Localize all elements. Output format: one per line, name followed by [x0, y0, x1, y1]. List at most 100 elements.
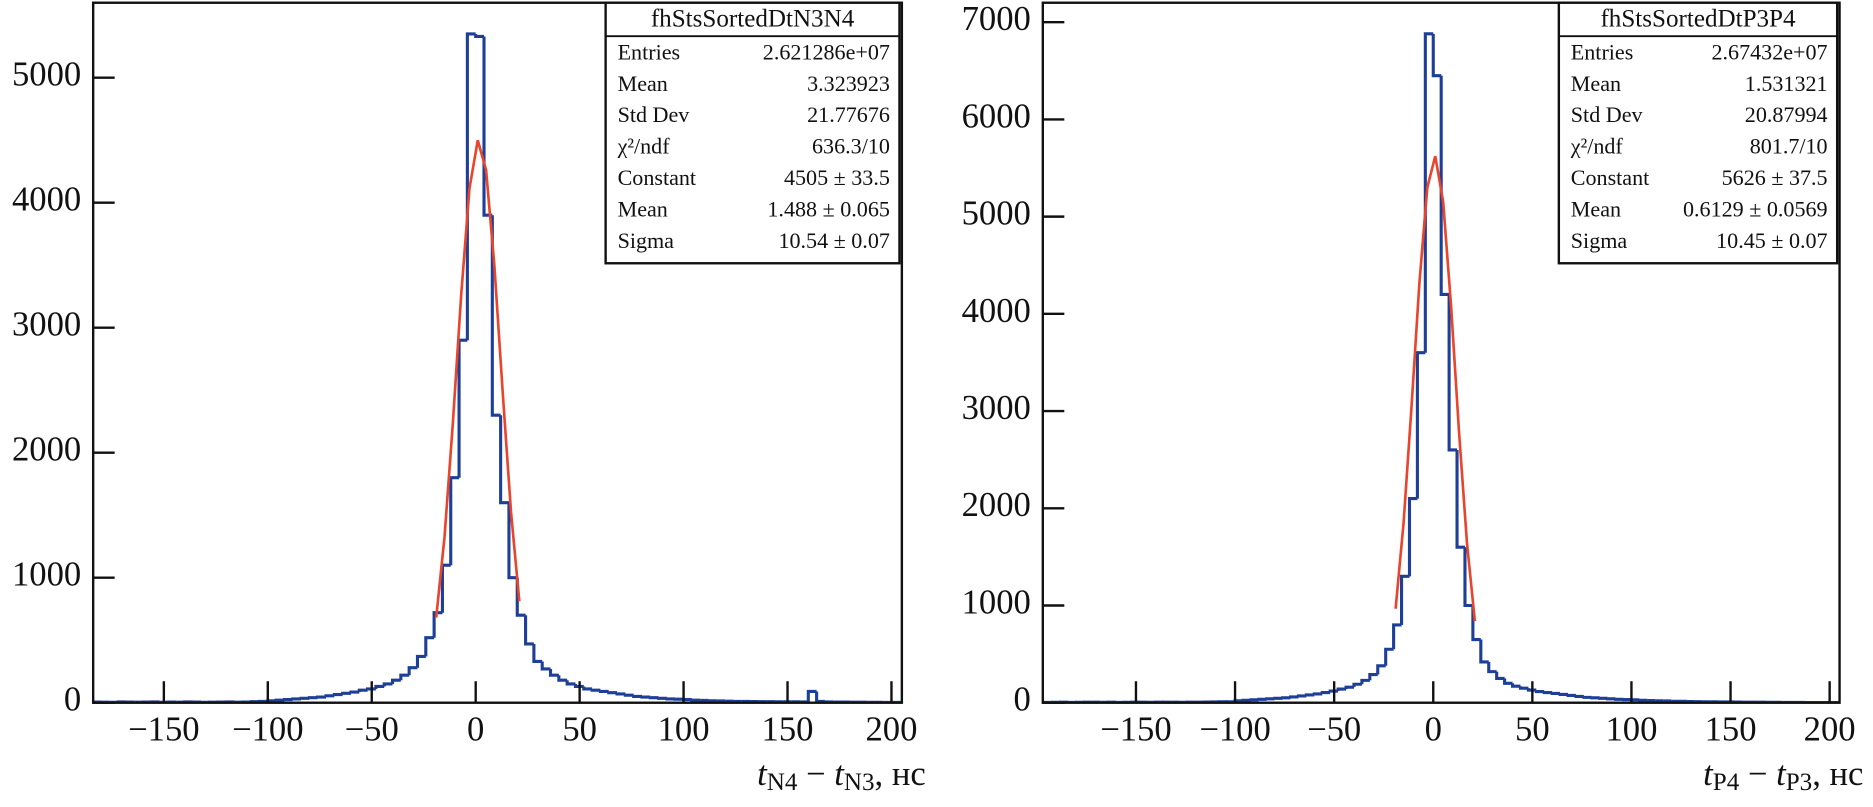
stats-value: 10.54 ± 0.07 — [778, 228, 889, 253]
x-axis-label-part: P4 — [1713, 769, 1740, 796]
x-tick-label: 200 — [865, 711, 917, 749]
histogram-bin — [332, 693, 343, 697]
x-tick-label: −100 — [232, 711, 303, 749]
x-tick-label: 50 — [562, 711, 597, 749]
y-tick-label: 1000 — [962, 583, 1031, 621]
y-tick-label: 2000 — [12, 431, 81, 469]
stats-value: 636.3/10 — [812, 134, 890, 159]
y-tick-label: 1000 — [12, 556, 81, 594]
histogram-bin — [440, 563, 451, 613]
histogram-bin — [457, 338, 468, 478]
histogram-bin — [1423, 32, 1434, 353]
stats-name: Mean — [618, 71, 668, 96]
histogram-bin — [274, 698, 285, 702]
histogram-bin — [282, 698, 293, 702]
histogram-bin — [299, 696, 310, 700]
y-tick-label: 4000 — [12, 181, 81, 219]
stats-box-frame — [604, 1, 901, 265]
stats-value: 3.323923 — [807, 71, 890, 96]
stats-name: Std Dev — [618, 102, 691, 127]
stats-value: 5626 ± 37.5 — [1722, 165, 1828, 190]
histogram-bin — [1463, 547, 1473, 608]
chart: −150 −100 −50 0 50 100 150 20001000200030004000… — [962, 0, 1864, 796]
histogram-bin — [1487, 661, 1497, 674]
histogram-bin — [1503, 678, 1513, 685]
y-tick-label: 0 — [1014, 681, 1031, 719]
x-tick-label: 50 — [1515, 711, 1550, 749]
histogram-bin — [565, 680, 576, 686]
histogram-bin — [415, 654, 426, 668]
x-tick-label: 0 — [467, 711, 484, 749]
histogram-bin — [524, 615, 534, 646]
histogram-bin — [1352, 682, 1362, 688]
x-axis-label: tN4 − tN3, нс — [757, 755, 926, 796]
histogram-bin — [1328, 689, 1339, 693]
histogram-bin — [623, 693, 634, 697]
x-axis-label-part: N4 — [767, 769, 798, 796]
histogram-bin — [1534, 689, 1545, 694]
x-tick-label: 150 — [1705, 711, 1757, 749]
stats-name: Mean — [618, 196, 668, 221]
histogram-bin — [382, 682, 393, 687]
histogram-bin — [1431, 33, 1442, 78]
histogram-bin — [1518, 686, 1529, 690]
x-tick-label: 0 — [1425, 711, 1442, 749]
histogram-bin — [1542, 690, 1553, 695]
x-tick-label: −150 — [128, 711, 199, 749]
histogram-bin — [665, 697, 676, 701]
stats-value: 1.531321 — [1745, 71, 1828, 96]
histogram-bin — [349, 690, 360, 694]
histogram-bin — [1471, 605, 1481, 642]
x-tick-label: −100 — [1199, 711, 1270, 749]
stats-name: χ²/ndf — [1570, 134, 1624, 159]
histogram-bin — [582, 686, 593, 691]
y-tick-label: 0 — [64, 681, 81, 719]
histogram-bin — [590, 688, 601, 692]
x-tick-label: 100 — [1605, 711, 1657, 749]
histogram-bin — [615, 692, 626, 696]
histogram-bin — [1384, 647, 1394, 666]
histogram-bin — [1574, 694, 1584, 698]
x-axis-label-part: , нс — [1812, 755, 1863, 793]
histogram-bin — [1336, 687, 1347, 692]
histogram-bin — [1320, 690, 1331, 695]
histogram-bin — [407, 666, 418, 676]
histogram-bin — [1479, 639, 1489, 664]
stats-title: fhStsSortedDtP3P4 — [1600, 5, 1796, 32]
stats-name: Sigma — [618, 228, 675, 253]
stats-box: fhStsSortedDtP3P4 Entries 2.67432e+07 Mean 1… — [1557, 1, 1839, 265]
stats-box-frame — [1557, 1, 1839, 265]
x-axis-label: tP4 − tP3, нс — [1703, 755, 1863, 796]
stats-name: Std Dev — [1571, 102, 1644, 127]
y-tick-label: 4000 — [962, 292, 1031, 330]
histogram-bin — [1526, 688, 1537, 692]
x-axis-label-part: , нс — [875, 755, 926, 793]
stats-value: 1.488 ± 0.065 — [767, 196, 890, 221]
x-tick-label: −50 — [1307, 711, 1361, 749]
histogram-bin — [573, 683, 584, 689]
histogram-bin — [324, 694, 335, 698]
histogram-bin — [499, 415, 509, 505]
histogram-bin — [307, 696, 318, 700]
x-tick-label: −50 — [345, 711, 399, 749]
histogram-bin — [374, 684, 385, 689]
histogram-bin — [1558, 692, 1569, 697]
histogram-bin — [1289, 695, 1299, 699]
x-axis-label-part: t — [834, 755, 845, 793]
stats-name: Mean — [1571, 71, 1621, 96]
histogram-bin — [1439, 75, 1450, 296]
histogram-bin — [1582, 695, 1592, 699]
x-tick-label: 100 — [658, 711, 710, 749]
axes-frame — [91, 1, 904, 704]
histogram-bin — [366, 687, 376, 691]
histogram-bin — [490, 215, 501, 417]
histogram-bin — [532, 643, 543, 664]
histogram-bin — [557, 675, 568, 682]
histogram-bin — [806, 689, 817, 702]
histogram-bin — [1495, 671, 1505, 680]
histogram-bin — [690, 698, 701, 702]
histogram-bin — [1344, 685, 1354, 690]
stats-value: 2.67432e+07 — [1712, 39, 1828, 64]
histogram-bin — [1368, 672, 1378, 681]
histogram-bin — [1447, 294, 1458, 452]
